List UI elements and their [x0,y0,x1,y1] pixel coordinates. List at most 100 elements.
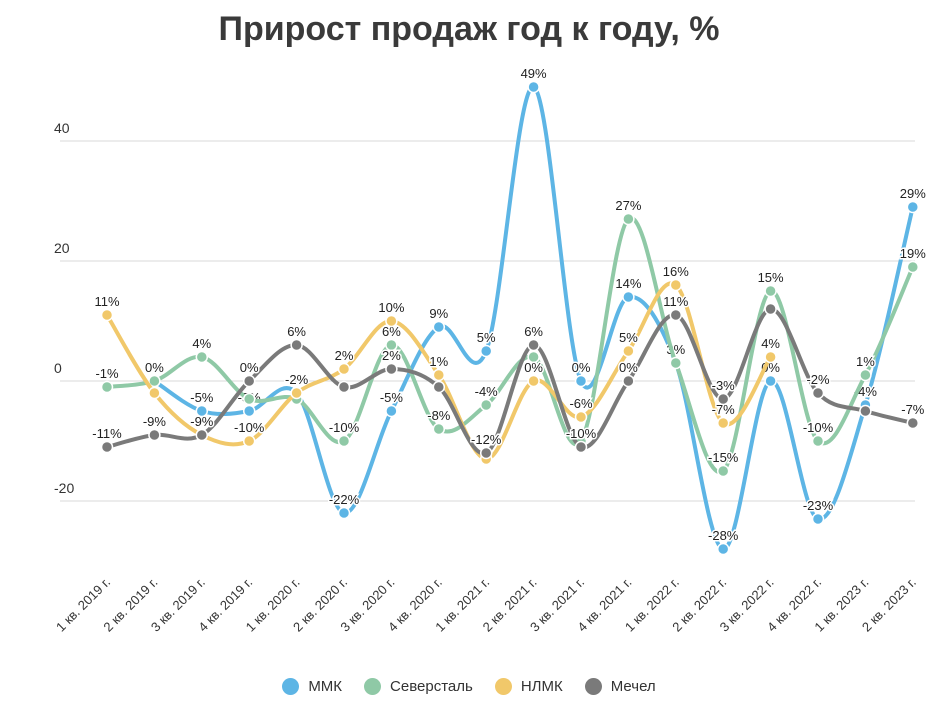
data-point [432,422,446,436]
data-label: -7% [901,402,925,417]
data-point [100,380,114,394]
series-line [105,216,915,475]
data-label: 0% [240,360,259,375]
data-label: 2% [335,348,354,363]
data-label: -6% [569,396,593,411]
data-label: 4% [761,336,780,351]
data-point [385,362,398,376]
data-point [148,374,161,388]
data-point [716,542,730,556]
data-label: 5% [619,330,638,345]
data-point [290,386,303,400]
y-tick-label: 0 [54,360,62,376]
data-label: 0% [524,360,543,375]
data-point [622,212,635,226]
series-line [152,84,915,551]
data-label: -9% [190,414,214,429]
data-point [148,428,161,442]
data-label: 1% [856,354,875,369]
data-label: 0% [619,360,638,375]
data-label: -7% [712,402,736,417]
data-point [100,308,114,322]
data-point [527,374,540,388]
data-point [764,284,777,298]
data-label: 0% [572,360,591,375]
data-label: 10% [378,300,404,315]
data-label: 29% [900,186,926,201]
data-point [479,344,493,358]
data-point [811,386,825,400]
series-group: -11% -9% -9% 0% 6% 2% -12% 6% -10% 0% 11% -3% -2% -7% [91,293,926,460]
legend-item: Северсталь [364,678,473,695]
data-point [716,416,730,430]
data-point [195,428,209,442]
legend-item: НЛМК [494,678,563,695]
data-point [669,356,683,370]
legend: ММК Северсталь НЛМК Мечел [0,678,938,695]
data-label: 15% [758,270,784,285]
data-label: 49% [521,66,547,81]
data-point [242,404,256,418]
data-point [859,368,872,382]
data-point [574,410,588,424]
data-point [764,374,777,388]
data-label: -8% [427,408,451,423]
data-label: 16% [663,264,689,279]
data-label: -5% [380,390,404,405]
data-label: 5% [477,330,496,345]
data-point [479,398,493,412]
chart-title: Прирост продаж год к году, % [218,10,720,48]
legend-marker [364,678,382,695]
data-point [242,434,256,448]
data-point [622,344,635,358]
data-point [859,404,872,418]
data-point [148,386,161,400]
data-label: -9% [143,414,167,429]
legend-marker [584,678,602,695]
data-point [906,416,920,430]
data-point [290,338,303,352]
data-point [622,290,635,304]
data-point [906,200,920,214]
data-label: -10% [234,420,265,435]
data-point [385,314,398,328]
data-point [811,512,825,526]
data-label: 19% [900,246,926,261]
data-point [622,374,635,388]
series-group: 0%-5%-5%-2%-22%-5%9%5%49%0%14%3%-28%0%-2… [144,65,928,556]
data-label: -10% [803,420,834,435]
data-label: 1% [429,354,448,369]
data-label: 6% [524,324,543,339]
legend-label: ММК [308,678,343,695]
data-label: -10% [329,420,360,435]
data-point [906,260,920,274]
data-point [432,368,446,382]
data-point [574,440,588,454]
data-point [669,278,683,292]
data-label: -3% [712,378,736,393]
y-tick-label: -20 [54,480,74,496]
y-tick-label: 20 [54,240,70,256]
data-point [527,80,540,94]
data-point [432,380,446,394]
data-label: -15% [708,450,739,465]
data-point [716,392,730,406]
legend-label: Северсталь [390,678,473,695]
data-label: -4% [475,384,499,399]
data-point [527,338,540,352]
data-point [242,374,256,388]
legend-item: Мечел [584,678,656,695]
data-point [100,440,114,454]
y-tick-label: 40 [54,120,70,136]
legend-label: НЛМК [520,678,563,695]
legend-item: ММК [282,678,342,695]
data-label: -10% [566,426,597,441]
data-label: 11% [94,294,119,309]
data-point [337,434,351,448]
data-point [385,338,398,352]
data-point [337,380,351,394]
data-point [242,392,256,406]
legend-label: Мечел [610,678,656,695]
data-label: 6% [287,324,306,339]
